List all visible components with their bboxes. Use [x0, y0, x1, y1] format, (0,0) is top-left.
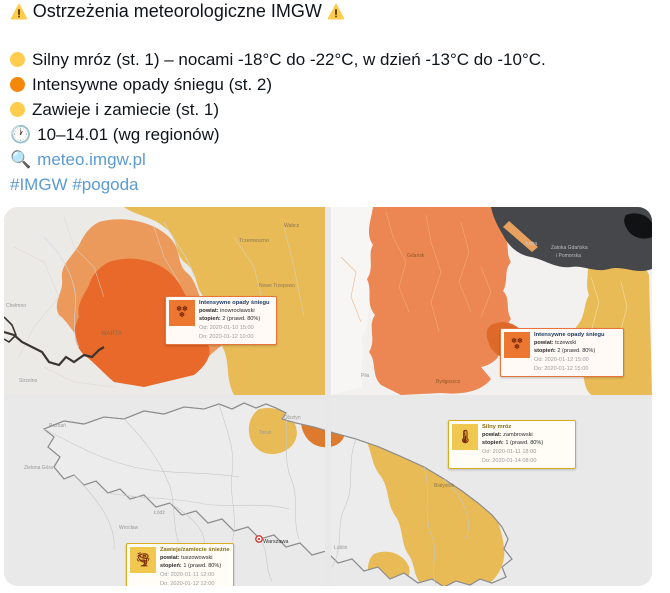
svg-text:Zielona Góra: Zielona Góra: [24, 465, 53, 471]
svg-text:Lublin: Lublin: [334, 545, 348, 551]
svg-text:Warszawa: Warszawa: [263, 539, 289, 545]
svg-text:Poznań: Poznań: [49, 423, 66, 429]
svg-text:Bydgoszcz: Bydgoszcz: [436, 379, 461, 385]
svg-text:Gdańsk: Gdańsk: [407, 253, 425, 259]
svg-text:Nowe Trzepowo: Nowe Trzepowo: [259, 283, 295, 289]
svg-text:WARTA: WARTA: [101, 331, 122, 337]
svg-text:Chełmno: Chełmno: [6, 303, 26, 309]
svg-text:Łódź: Łódź: [154, 510, 165, 516]
svg-text:Piła: Piła: [361, 373, 370, 379]
svg-text:Białystok: Białystok: [434, 483, 455, 489]
svg-text:Zatoka Gdańska: Zatoka Gdańska: [551, 245, 588, 251]
svg-text:i Pomorska: i Pomorska: [556, 253, 581, 259]
svg-text:Wrocław: Wrocław: [119, 525, 138, 531]
svg-text:Toruń: Toruń: [259, 430, 272, 436]
svg-text:Strzelno: Strzelno: [19, 378, 38, 384]
svg-text:Trzemeszno: Trzemeszno: [239, 238, 269, 244]
svg-text:Wabcz: Wabcz: [284, 223, 300, 229]
svg-text:Olsztyn: Olsztyn: [284, 415, 301, 421]
svg-text:Łeba: Łeba: [526, 241, 537, 247]
